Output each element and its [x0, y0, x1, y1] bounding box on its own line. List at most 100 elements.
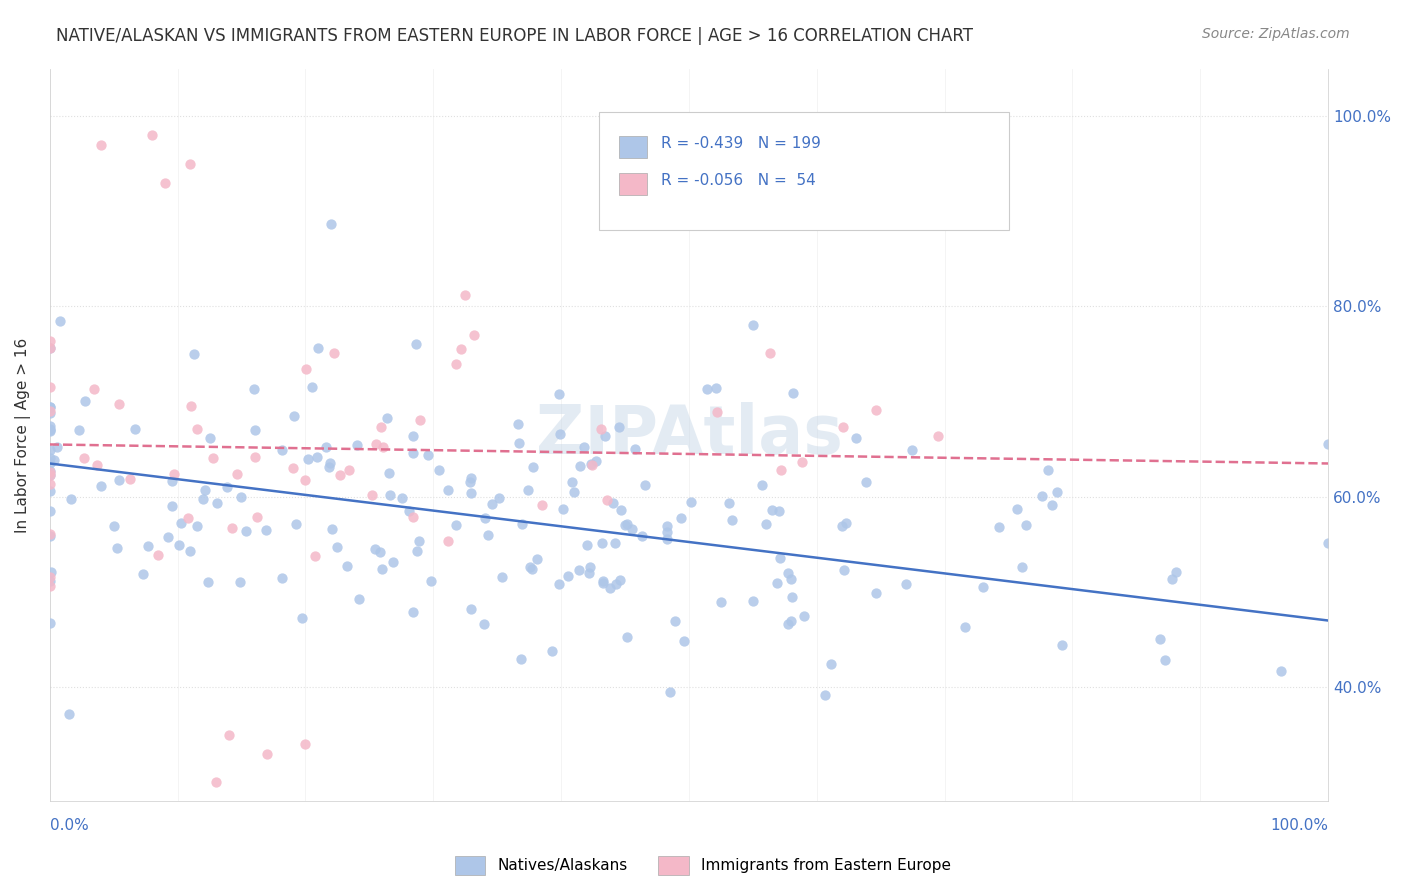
Point [766, 575, 789, 590]
Point [1149, 632, 1171, 647]
Point [793, 609, 815, 624]
Point [1317, 437, 1340, 451]
Point [186, 519, 208, 533]
Point [865, 402, 887, 417]
Point [710, 594, 733, 608]
Point [454, 288, 477, 302]
Point [321, 217, 343, 231]
Point [295, 362, 318, 376]
Point [953, 620, 976, 634]
Point [90, 478, 112, 492]
Point [972, 580, 994, 594]
Point [294, 737, 316, 751]
Point [243, 450, 266, 465]
Point [179, 544, 201, 558]
Point [146, 548, 169, 562]
Point [664, 615, 686, 629]
Point [402, 606, 425, 620]
Point [610, 503, 633, 517]
Point [444, 357, 467, 371]
Point [620, 522, 643, 536]
Point [194, 483, 217, 497]
Point [776, 616, 799, 631]
Point [669, 511, 692, 525]
Point [1040, 498, 1063, 512]
Point [831, 518, 853, 533]
Point [607, 420, 630, 434]
Text: ZIPAtlas: ZIPAtlas [536, 402, 842, 468]
Point [179, 157, 201, 171]
Legend: Natives/Alaskans, Immigrants from Eastern Europe: Natives/Alaskans, Immigrants from Easter… [449, 850, 957, 880]
Point [402, 428, 425, 442]
Point [463, 328, 485, 343]
Point [751, 478, 773, 492]
Point [616, 631, 638, 645]
Point [283, 409, 305, 424]
Point [517, 483, 540, 497]
Point [782, 386, 804, 401]
Point [855, 475, 877, 490]
Point [624, 442, 647, 456]
Point [575, 538, 598, 552]
Point [1317, 536, 1340, 550]
Point [205, 775, 228, 789]
Point [1161, 572, 1184, 586]
Point [409, 413, 432, 427]
Point [832, 420, 855, 434]
Point [291, 611, 314, 625]
Point [90, 137, 112, 152]
Point [1046, 484, 1069, 499]
Point [378, 466, 401, 480]
Point [49, 314, 72, 328]
Point [38, 334, 60, 349]
Point [758, 346, 780, 360]
Point [38, 424, 60, 438]
Point [38, 456, 60, 470]
Point [193, 492, 215, 507]
Point [59, 492, 82, 507]
Point [38, 529, 60, 543]
Point [281, 460, 304, 475]
Point [491, 570, 513, 584]
Point [366, 437, 388, 451]
Point [254, 523, 277, 537]
Text: R = -0.056   N =  54: R = -0.056 N = 54 [661, 172, 815, 187]
Point [481, 497, 503, 511]
Point [371, 440, 394, 454]
Point [988, 520, 1011, 534]
Point [780, 614, 803, 628]
Point [370, 420, 392, 434]
Text: 100.0%: 100.0% [1270, 819, 1329, 833]
Point [569, 459, 592, 474]
Point [561, 475, 583, 489]
Point [474, 511, 496, 525]
Point [557, 568, 579, 582]
Point [1166, 565, 1188, 579]
Point [318, 459, 340, 474]
Point [592, 576, 614, 591]
Point [38, 422, 60, 436]
Point [419, 574, 441, 589]
Point [1052, 638, 1074, 652]
Point [672, 634, 695, 648]
Point [186, 422, 208, 436]
Point [605, 576, 627, 591]
Point [655, 532, 678, 546]
Point [38, 483, 60, 498]
Point [39, 566, 62, 580]
Point [436, 534, 458, 549]
Point [163, 467, 186, 482]
Point [38, 341, 60, 355]
Point [38, 379, 60, 393]
Point [378, 488, 401, 502]
Point [38, 443, 60, 458]
Point [391, 491, 413, 505]
Point [835, 516, 858, 530]
Point [38, 468, 60, 483]
Point [506, 417, 529, 432]
Point [141, 128, 163, 143]
Point [326, 540, 349, 554]
Point [581, 458, 603, 472]
Point [704, 381, 727, 395]
Point [136, 539, 159, 553]
